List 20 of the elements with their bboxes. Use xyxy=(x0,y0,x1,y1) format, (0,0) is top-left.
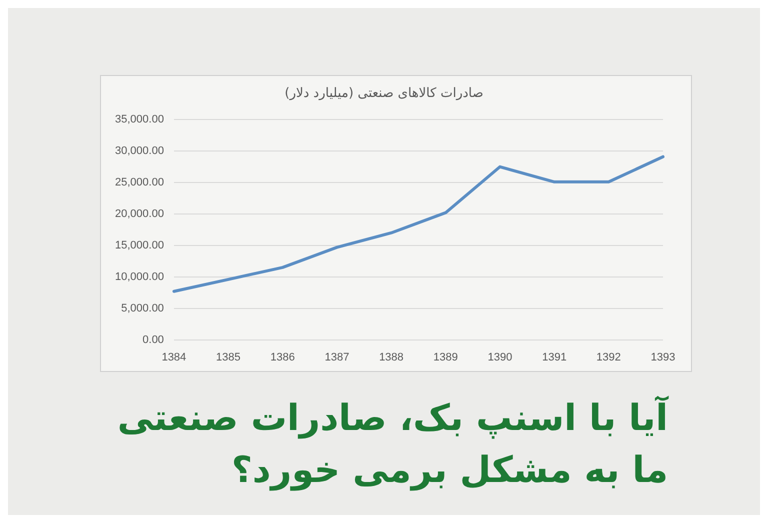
x-tick-label: 1388 xyxy=(379,351,404,364)
text: آیا با اسنپ بک، صادرات صنعتی ما به مشکل برمی خورد؟ xyxy=(116,394,668,493)
y-tick-label: 5,000.00 xyxy=(121,302,164,314)
x-tick-label: 1393 xyxy=(650,351,676,364)
y-tick-label: 15,000.00 xyxy=(115,239,164,252)
x-tick-label: 1391 xyxy=(542,351,567,364)
y-tick-label: 25,000.00 xyxy=(115,176,164,189)
y-tick-label: 30,000.00 xyxy=(115,145,164,158)
x-tick-label: 1389 xyxy=(433,351,458,364)
chart-title: صادرات کالاهای صنعتی (میلیارد دلار) xyxy=(284,86,484,102)
y-tick-label: 0.00 xyxy=(142,334,164,346)
x-tick-label: 1390 xyxy=(488,351,512,364)
x-tick-label: 1386 xyxy=(270,351,295,364)
x-tick-label: 1384 xyxy=(162,351,186,364)
x-tick-label: 1387 xyxy=(324,351,350,364)
y-tick-label: 10,000.00 xyxy=(115,270,164,283)
x-tick-label: 1392 xyxy=(596,351,621,364)
x-tick-label: 1385 xyxy=(216,351,241,364)
y-tick-label: 35,000.00 xyxy=(115,114,164,126)
y-tick-label: 20,000.00 xyxy=(115,208,164,220)
